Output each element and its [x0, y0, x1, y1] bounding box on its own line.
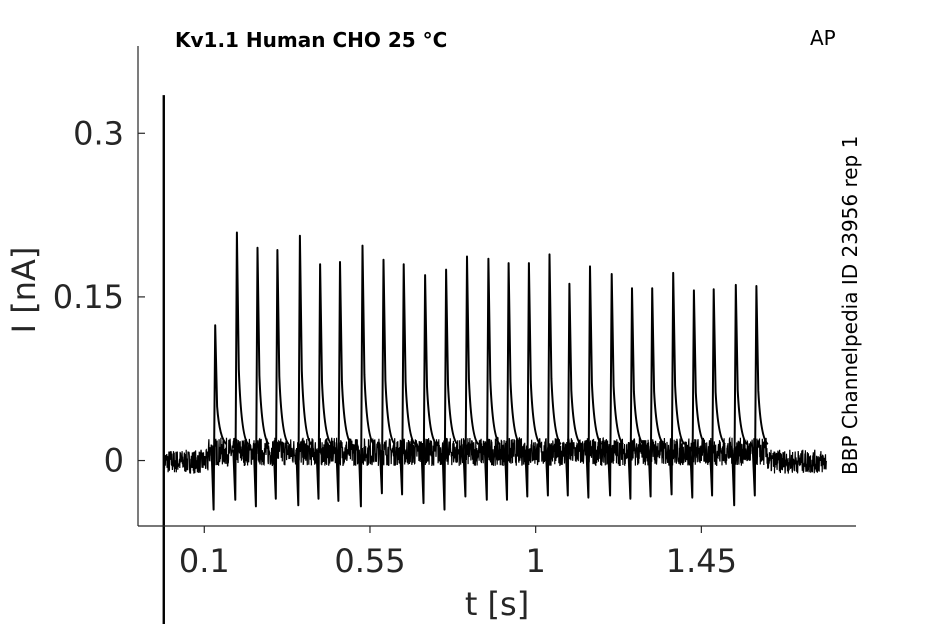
x-tick-label: 0.1 [179, 542, 230, 580]
spike [544, 253, 562, 497]
spike [585, 265, 603, 499]
current-trace [162, 95, 828, 624]
spike [399, 263, 416, 496]
spike [378, 258, 396, 495]
spike [252, 246, 270, 508]
spike [357, 244, 375, 508]
spike [751, 285, 769, 497]
spike [295, 234, 313, 507]
spike [689, 289, 707, 499]
spike [335, 261, 353, 502]
spike [462, 255, 480, 498]
spike [272, 249, 290, 500]
spike [607, 273, 624, 497]
x-tick-label: 0.55 [334, 542, 405, 580]
spike [709, 288, 726, 497]
chart-title: Kv1.1 Human CHO 25 °C [175, 28, 447, 52]
spike [524, 262, 542, 498]
side-label: BBP Channelpedia ID 23956 rep 1 [838, 136, 862, 475]
spike [731, 283, 748, 507]
y-ticks: 0 0.15 0.3 [53, 114, 145, 480]
x-tick-label: 1 [525, 542, 545, 580]
spike [210, 324, 228, 511]
y-tick-label: 0.3 [73, 114, 124, 152]
baseline-noise [163, 436, 828, 474]
spike [315, 263, 333, 500]
x-axis-label: t [s] [465, 585, 529, 623]
spike [668, 271, 686, 496]
spike [420, 274, 438, 505]
spike [647, 287, 665, 498]
spike [232, 231, 250, 501]
y-tick-label: 0.15 [53, 278, 124, 316]
protocol-label: AP [810, 26, 836, 50]
spike [483, 257, 501, 501]
x-tick-label: 1.45 [666, 542, 737, 580]
y-axis-label: I [nA] [5, 247, 43, 334]
spike [504, 262, 521, 501]
spike [564, 282, 582, 497]
y-tick-label: 0 [104, 442, 124, 480]
spike [441, 268, 459, 511]
spike [627, 287, 645, 500]
x-ticks: 0.1 0.55 1 1.45 [179, 526, 737, 580]
